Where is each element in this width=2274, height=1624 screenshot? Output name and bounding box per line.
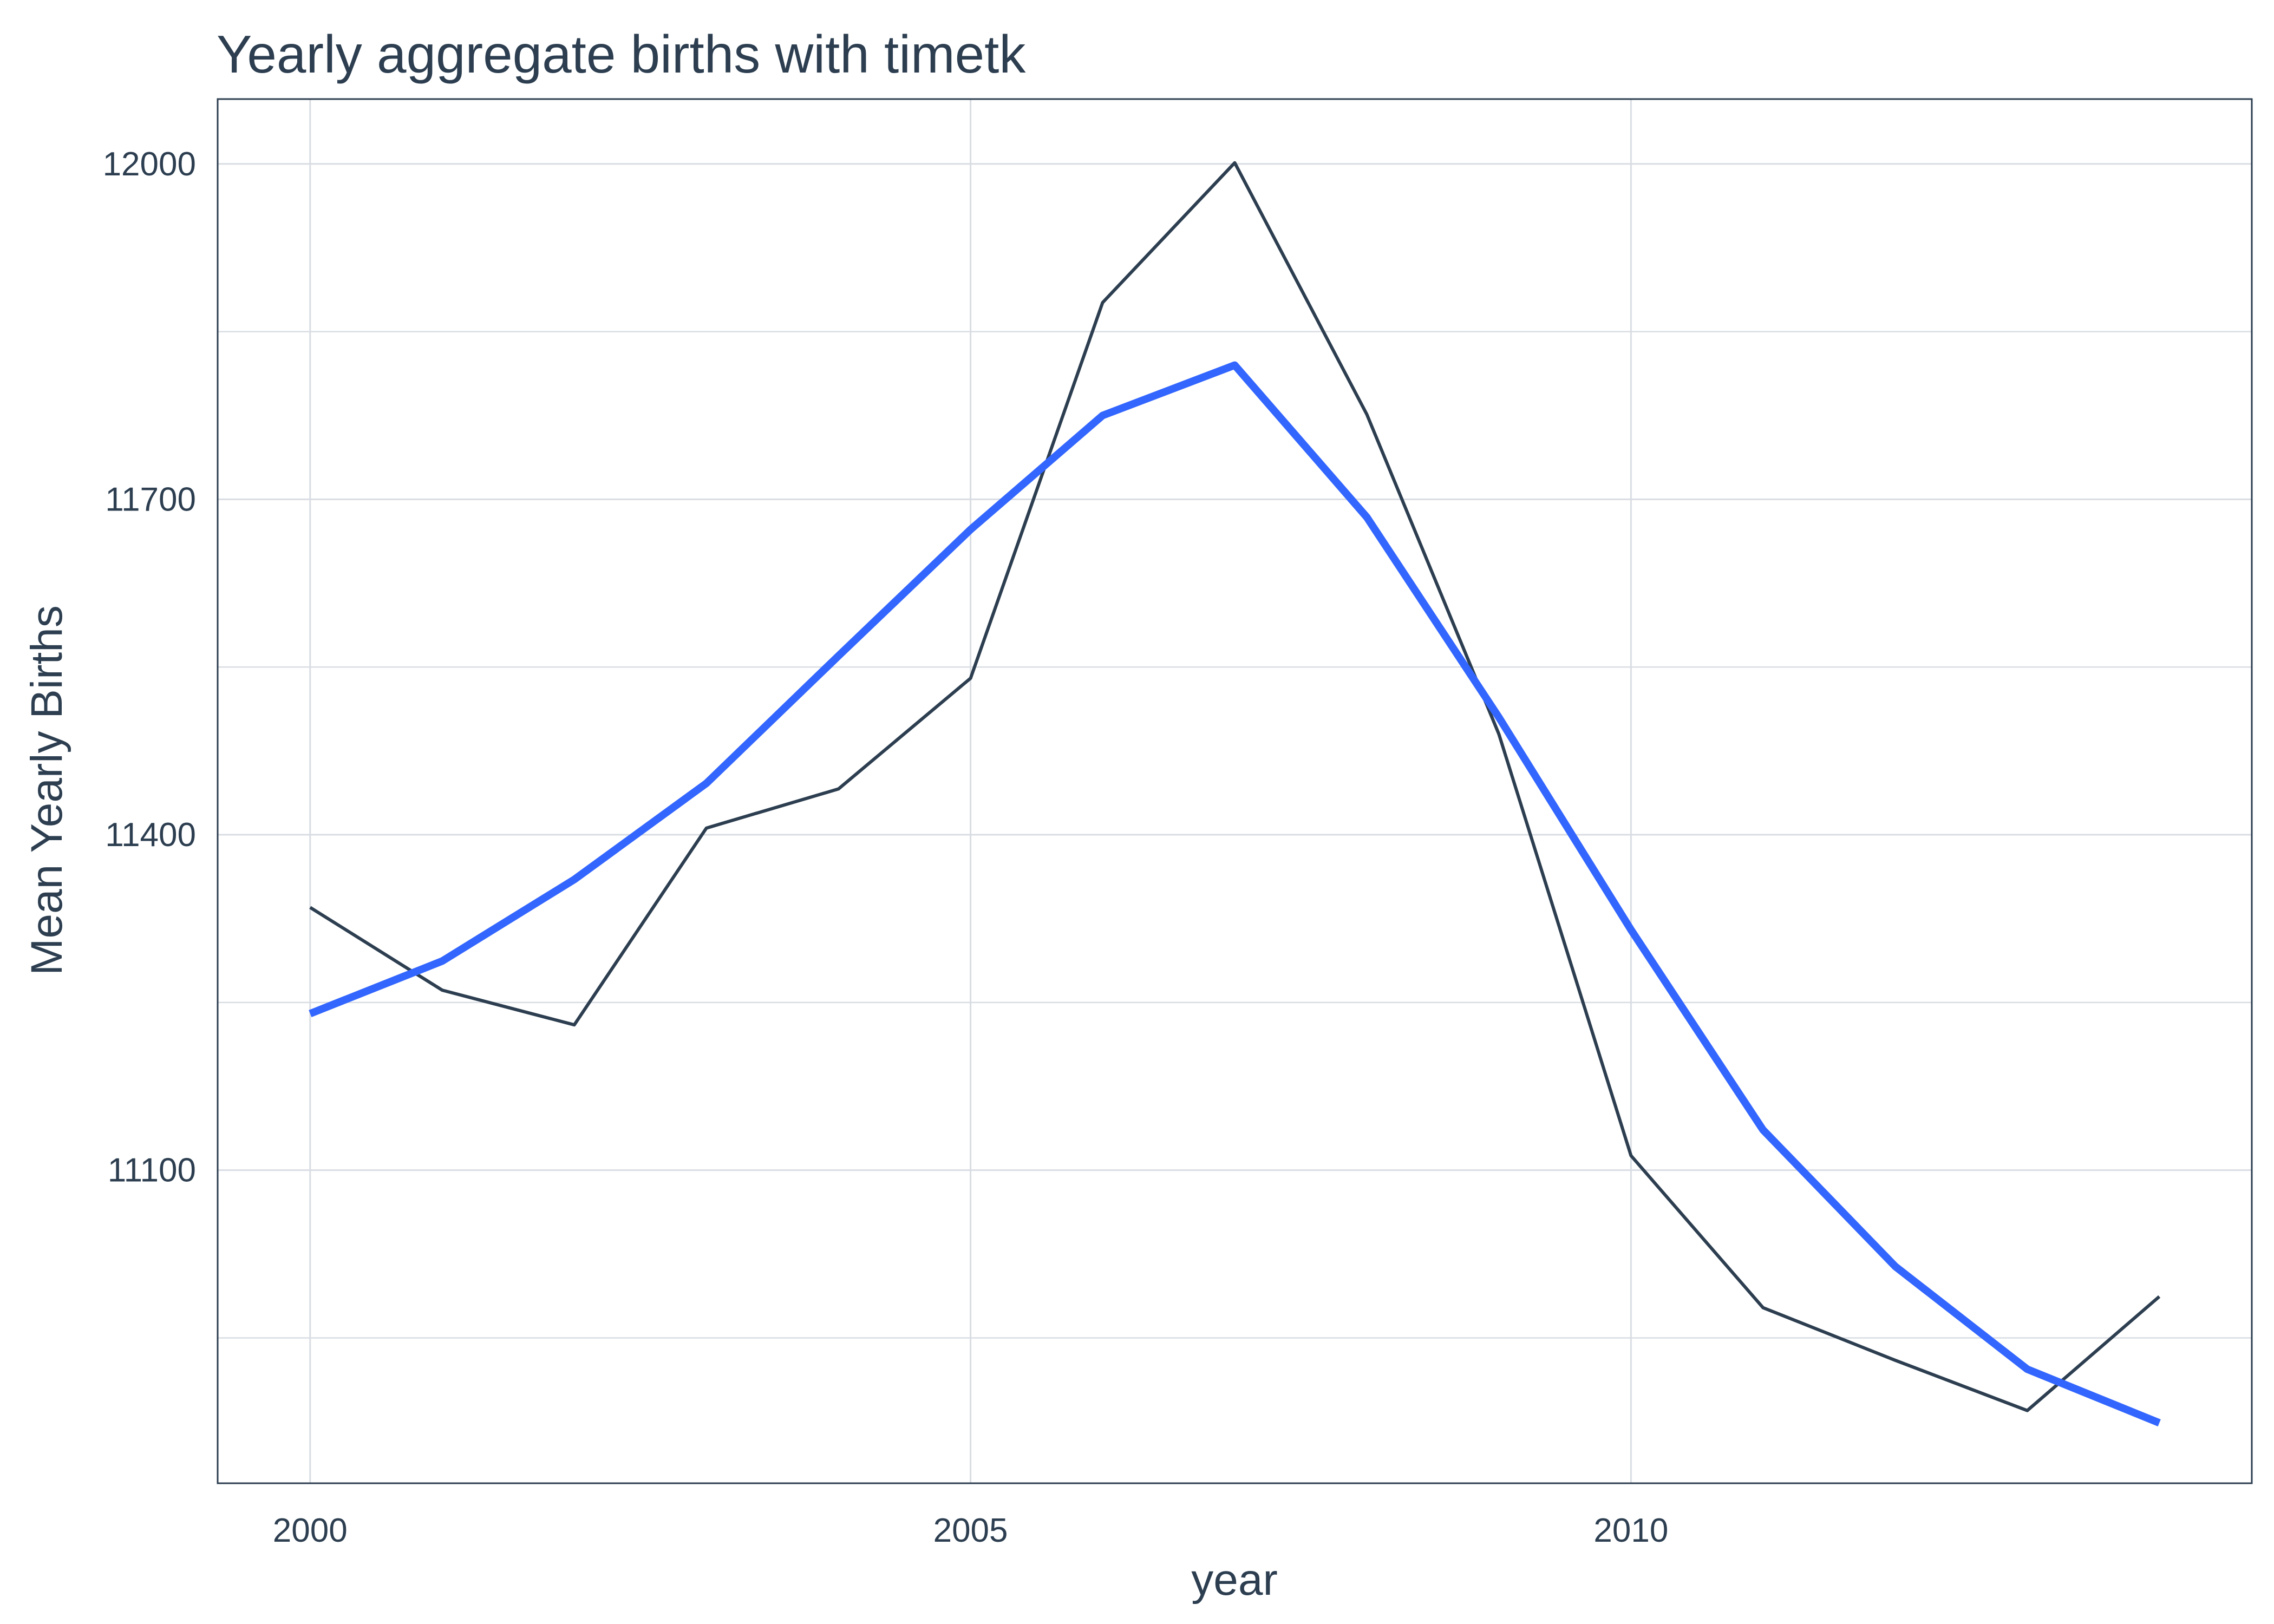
y-tick-label: 12000	[103, 146, 196, 183]
panel-border	[217, 98, 2253, 1484]
chart-title: Yearly aggregate births with timetk	[217, 24, 1026, 84]
series-line-actual	[309, 161, 2161, 1412]
grid-layer	[218, 99, 2252, 1483]
series-layer	[309, 161, 2161, 1426]
y-tick-label: 11400	[105, 816, 196, 854]
x-tick-label: 2000	[273, 1512, 348, 1549]
y-tick-label: 11700	[105, 481, 196, 518]
x-axis-title: year	[1191, 1555, 1278, 1605]
y-tick-label: 11100	[108, 1152, 196, 1189]
y-axis-title: Mean Yearly Births	[22, 605, 71, 975]
series-line-smoothed	[309, 361, 2161, 1426]
tick-layer: 11100 11400 11700 12000 2000 2005 2010	[103, 146, 1669, 1549]
x-tick-label: 2010	[1593, 1512, 1668, 1549]
x-tick-label: 2005	[933, 1512, 1008, 1549]
